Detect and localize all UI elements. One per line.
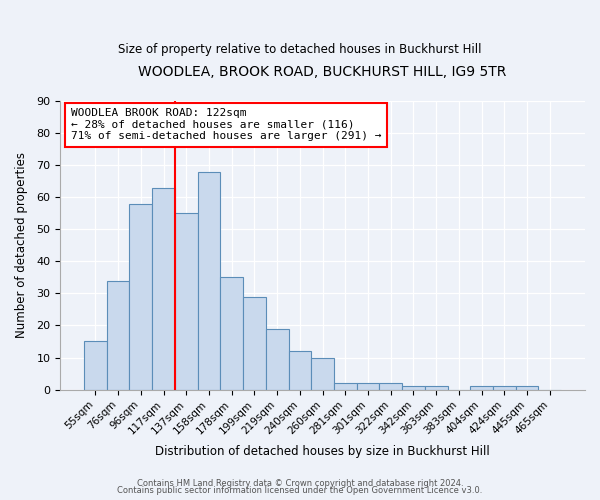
Bar xyxy=(516,386,538,390)
Bar xyxy=(402,386,425,390)
Bar xyxy=(356,383,379,390)
Text: Size of property relative to detached houses in Buckhurst Hill: Size of property relative to detached ho… xyxy=(118,42,482,56)
Bar xyxy=(266,328,289,390)
Bar xyxy=(379,383,402,390)
Bar xyxy=(425,386,448,390)
Bar xyxy=(311,358,334,390)
Bar xyxy=(84,342,107,390)
Bar xyxy=(243,296,266,390)
X-axis label: Distribution of detached houses by size in Buckhurst Hill: Distribution of detached houses by size … xyxy=(155,444,490,458)
Bar xyxy=(289,351,311,390)
Title: WOODLEA, BROOK ROAD, BUCKHURST HILL, IG9 5TR: WOODLEA, BROOK ROAD, BUCKHURST HILL, IG9… xyxy=(139,65,507,79)
Bar xyxy=(334,383,356,390)
Text: Contains HM Land Registry data © Crown copyright and database right 2024.: Contains HM Land Registry data © Crown c… xyxy=(137,478,463,488)
Bar xyxy=(197,172,220,390)
Bar xyxy=(152,188,175,390)
Bar xyxy=(220,278,243,390)
Bar xyxy=(107,280,130,390)
Bar xyxy=(175,213,197,390)
Text: Contains public sector information licensed under the Open Government Licence v3: Contains public sector information licen… xyxy=(118,486,482,495)
Bar xyxy=(130,204,152,390)
Y-axis label: Number of detached properties: Number of detached properties xyxy=(15,152,28,338)
Bar xyxy=(493,386,516,390)
Text: WOODLEA BROOK ROAD: 122sqm
← 28% of detached houses are smaller (116)
71% of sem: WOODLEA BROOK ROAD: 122sqm ← 28% of deta… xyxy=(71,108,381,142)
Bar xyxy=(470,386,493,390)
